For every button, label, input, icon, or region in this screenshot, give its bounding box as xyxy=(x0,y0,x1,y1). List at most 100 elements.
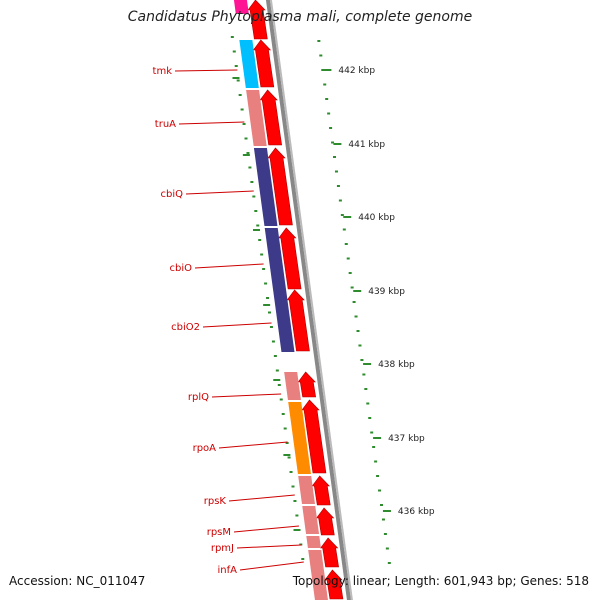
gene-arrow-6 xyxy=(286,289,310,352)
tick-right xyxy=(381,518,385,521)
tick-left xyxy=(268,311,272,314)
tick-right xyxy=(352,301,356,303)
gene-arrow-9 xyxy=(311,475,331,506)
major-tick xyxy=(343,216,352,218)
tick-left xyxy=(242,123,246,125)
tick-right xyxy=(327,112,331,115)
feature-magenta xyxy=(233,0,249,14)
major-tick xyxy=(363,363,372,365)
gene-label-rpoA: rpoA xyxy=(193,443,217,454)
label-layer: tmk truA cbiQ cbiO cbiO2 rplQ rpoA rpsK rpsM rpmJ… xyxy=(153,66,304,576)
scale-layer: 442 kbp 441 kbp 440 kbp 439 kbp 438 kbp 437 k… xyxy=(230,36,435,564)
gene-label-cbiO: cbiO xyxy=(170,263,193,274)
tick-right xyxy=(370,431,374,434)
gene-leader-cbiO2 xyxy=(202,322,272,328)
tick-left xyxy=(277,384,281,386)
tick-right xyxy=(376,475,380,477)
scale-label-1: 441 kbp xyxy=(348,140,385,150)
tick-right xyxy=(323,83,327,86)
feature-rpmJ xyxy=(306,536,321,548)
tick-right xyxy=(329,127,333,129)
tick-right xyxy=(354,315,358,318)
left-major-tick xyxy=(283,454,291,456)
left-major-tick xyxy=(273,379,281,381)
tick-right xyxy=(366,402,370,405)
tick-left xyxy=(283,427,287,430)
tick-left xyxy=(281,413,285,415)
tick-left xyxy=(252,195,256,198)
tick-right xyxy=(383,533,387,535)
tick-left xyxy=(266,297,270,299)
gene-arrow-10 xyxy=(316,507,335,536)
tick-left xyxy=(275,369,279,372)
tick-right xyxy=(348,272,352,274)
left-major-tick xyxy=(293,529,301,531)
genome-title: Candidatus Phytoplasma mali, complete ge… xyxy=(127,9,473,25)
gene-leader-truA xyxy=(178,121,245,125)
left-major-tick xyxy=(232,77,240,79)
tick-right xyxy=(360,359,364,361)
scale-label-6: 436 kbp xyxy=(398,507,435,517)
backbone-layer xyxy=(265,0,353,600)
tick-right xyxy=(379,504,383,506)
tick-left xyxy=(246,152,250,154)
scale-label-2: 440 kbp xyxy=(358,213,395,223)
left-major-tick xyxy=(263,304,271,306)
tick-left xyxy=(287,456,291,459)
tick-right xyxy=(378,489,382,492)
gene-label-truA: truA xyxy=(155,119,176,130)
tick-right xyxy=(338,199,342,202)
tick-left xyxy=(301,558,305,560)
tick-right xyxy=(342,228,346,231)
tick-left xyxy=(240,108,244,111)
tick-left xyxy=(254,210,258,212)
feature-layer xyxy=(233,0,328,600)
tick-left xyxy=(293,500,297,502)
scale-label-3: 439 kbp xyxy=(368,287,405,297)
major-tick xyxy=(353,290,362,292)
gene-leader-rpsM xyxy=(233,525,300,533)
gene-leader-cbiQ xyxy=(185,190,254,195)
tick-left xyxy=(271,340,275,343)
gene-label-rpsM: rpsM xyxy=(207,527,231,538)
gene-label-infA: infA xyxy=(218,565,238,576)
major-tick xyxy=(323,69,332,71)
tick-left xyxy=(291,485,295,488)
tick-right xyxy=(350,286,354,289)
tick-right xyxy=(321,69,325,71)
tick-left xyxy=(234,65,238,67)
feature-truA xyxy=(246,90,267,146)
gene-arrow-5 xyxy=(278,227,302,290)
accession-label: Accession: NC_011047 xyxy=(9,574,146,588)
tick-left xyxy=(299,543,303,546)
feature-rpsM xyxy=(302,506,320,534)
tick-left xyxy=(273,355,277,357)
tick-left xyxy=(256,224,260,227)
gene-leader-rpmJ xyxy=(236,544,302,549)
tick-right xyxy=(346,257,350,260)
tick-left xyxy=(289,471,293,473)
feature-rplQ xyxy=(284,372,301,400)
tick-right xyxy=(368,417,372,419)
major-tick xyxy=(373,437,382,439)
tick-right xyxy=(356,330,360,332)
tick-right xyxy=(362,373,366,376)
tick-right xyxy=(333,156,337,158)
left-major-tick xyxy=(242,154,250,156)
tick-left xyxy=(232,50,236,53)
tick-left xyxy=(248,166,252,169)
feature-rpsK xyxy=(298,476,315,504)
scale-label-4: 438 kbp xyxy=(378,360,415,370)
feature-infA xyxy=(308,550,328,600)
tick-left xyxy=(244,137,248,140)
gene-leader-rpsK xyxy=(228,494,295,502)
tick-left xyxy=(264,282,268,285)
scale-label-0: 442 kbp xyxy=(338,66,375,76)
gene-leader-cbiO xyxy=(194,263,264,269)
gene-label-rpsK: rpsK xyxy=(204,496,227,507)
tick-right xyxy=(336,185,340,187)
tick-left xyxy=(258,239,262,241)
feature-tmk xyxy=(239,40,259,88)
tick-right xyxy=(325,98,329,100)
